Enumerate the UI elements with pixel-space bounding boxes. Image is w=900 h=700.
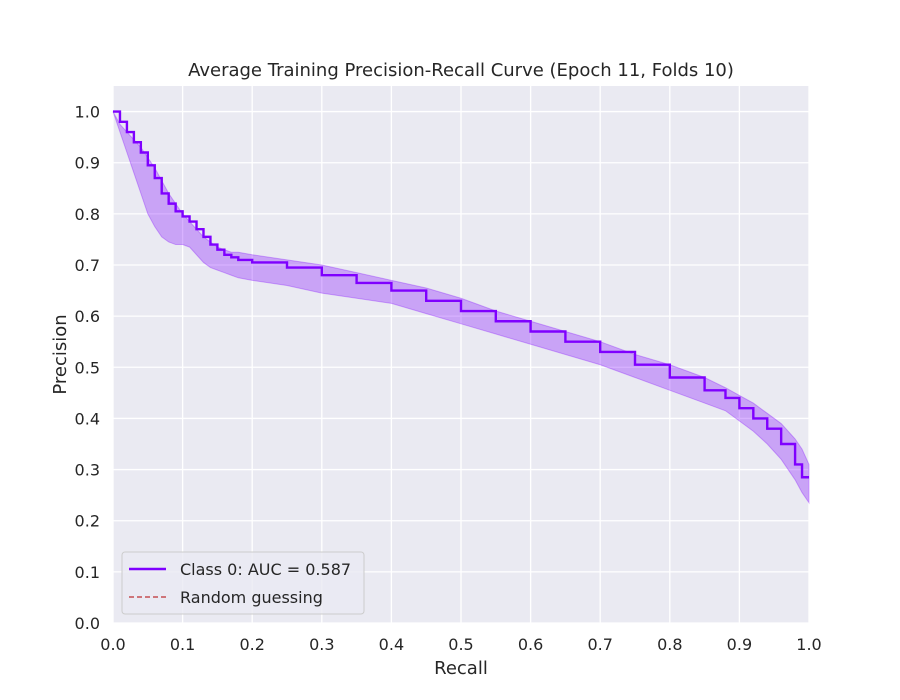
y-tick-label: 0.3 — [75, 461, 100, 480]
x-tick-label: 0.6 — [518, 635, 543, 654]
x-tick-label: 0.9 — [727, 635, 752, 654]
y-tick-label: 0.7 — [75, 256, 100, 275]
y-tick-label: 0.2 — [75, 512, 100, 531]
y-tick-label: 1.0 — [75, 103, 100, 122]
y-axis-label: Precision — [50, 314, 71, 394]
x-tick-labels: 0.0 0.1 0.2 0.3 0.4 0.5 0.6 0.7 0.8 0.9 1.0 — [100, 635, 821, 654]
x-tick-label: 0.8 — [657, 635, 682, 654]
series-0-line — [113, 110, 809, 479]
y-tick-label: 0.9 — [75, 154, 100, 173]
y-tick-label: 0.4 — [75, 409, 100, 428]
legend-box — [121, 551, 365, 615]
legend: Class 0: AUC = 0.587 Random guessing — [121, 551, 365, 615]
y-tick-labels: 0.0 0.1 0.2 0.3 0.4 0.5 0.6 0.7 0.8 0.9 1.0 — [75, 103, 100, 633]
y-tick-label: 0.5 — [75, 358, 100, 377]
series-layer — [113, 110, 809, 479]
x-tick-label: 0.0 — [100, 635, 125, 654]
x-tick-label: 0.2 — [239, 635, 264, 654]
y-tick-label: 0.6 — [75, 307, 100, 326]
x-tick-label: 0.4 — [379, 635, 404, 654]
y-tick-label: 0.0 — [75, 614, 100, 633]
x-tick-label: 0.5 — [448, 635, 473, 654]
x-tick-label: 0.3 — [309, 635, 334, 654]
x-tick-label: 0.1 — [170, 635, 195, 654]
x-tick-label: 1.0 — [796, 635, 821, 654]
grid — [112, 86, 810, 624]
y-tick-label: 0.8 — [75, 205, 100, 224]
x-tick-label: 0.7 — [587, 635, 612, 654]
legend-label-class-0: Class 0: AUC = 0.587 — [180, 560, 351, 579]
x-axis-label: Recall — [434, 658, 488, 679]
y-tick-label: 0.1 — [75, 563, 100, 582]
chart-title: Average Training Precision-Recall Curve … — [188, 60, 734, 81]
legend-label-random-guessing: Random guessing — [180, 588, 323, 607]
